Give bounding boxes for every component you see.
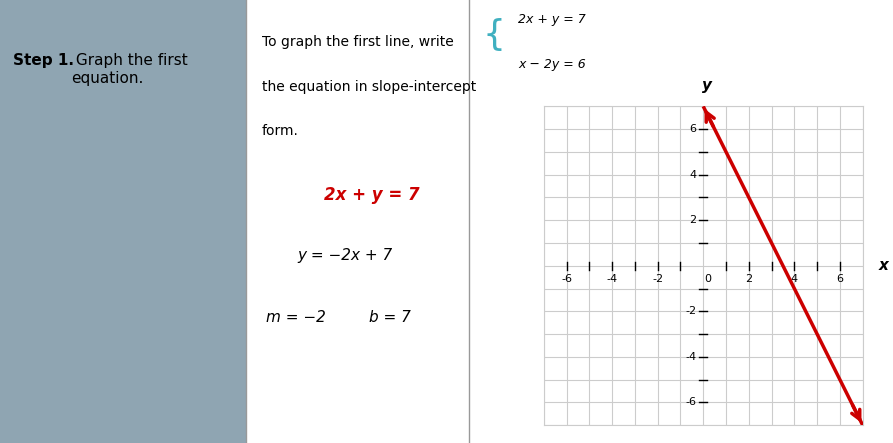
Text: 4: 4 <box>791 275 798 284</box>
Text: m = −2: m = −2 <box>266 310 326 325</box>
Text: {: { <box>482 18 505 52</box>
Text: 6: 6 <box>689 124 697 134</box>
Text: -4: -4 <box>685 352 697 362</box>
Text: 2: 2 <box>746 275 753 284</box>
Text: -6: -6 <box>561 275 572 284</box>
Text: y: y <box>702 78 712 93</box>
Text: form.: form. <box>262 124 298 138</box>
Text: 4: 4 <box>689 170 697 180</box>
Text: y = −2x + 7: y = −2x + 7 <box>297 248 393 263</box>
Text: 0: 0 <box>705 275 712 284</box>
Text: Step 1.: Step 1. <box>13 53 74 68</box>
Text: Graph the first
equation.: Graph the first equation. <box>71 53 188 85</box>
Text: 2x + y = 7: 2x + y = 7 <box>324 186 420 204</box>
Text: -4: -4 <box>606 275 618 284</box>
Text: x: x <box>879 258 889 273</box>
Text: the equation in slope-intercept: the equation in slope-intercept <box>262 80 476 94</box>
Text: 2x + y = 7: 2x + y = 7 <box>518 13 586 26</box>
Text: -2: -2 <box>652 275 663 284</box>
Text: To graph the first line, write: To graph the first line, write <box>262 35 454 50</box>
Text: 2: 2 <box>689 215 697 225</box>
Text: -6: -6 <box>686 397 697 408</box>
Text: -2: -2 <box>685 307 697 316</box>
Text: b = 7: b = 7 <box>369 310 411 325</box>
Text: 6: 6 <box>837 275 843 284</box>
Text: x − 2y = 6: x − 2y = 6 <box>518 58 586 70</box>
